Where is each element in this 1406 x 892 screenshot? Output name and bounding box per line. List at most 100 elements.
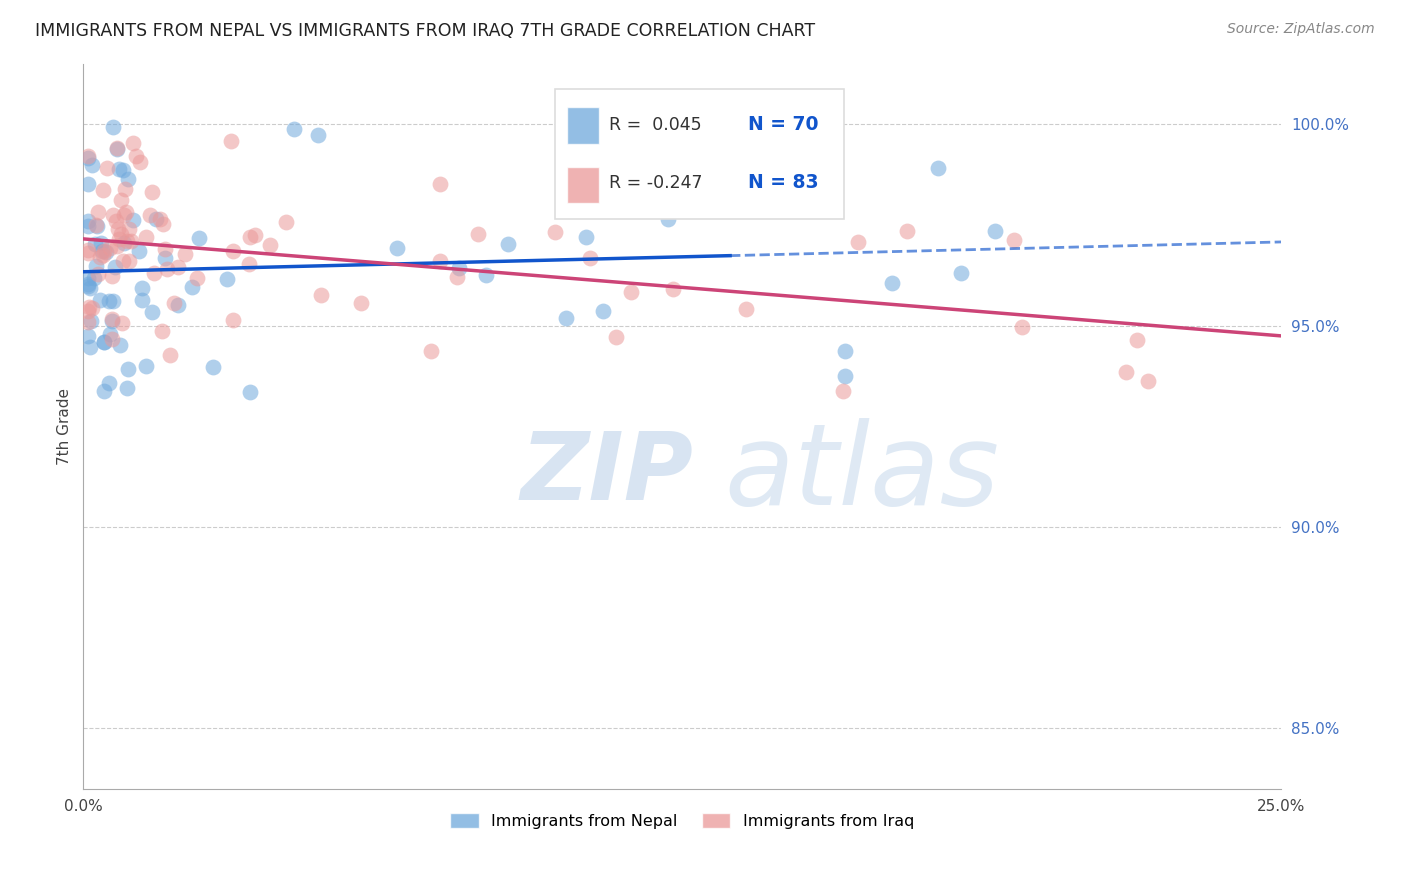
Point [77,213,100,227]
Point [238,257,260,271]
Point [152,217,174,231]
Point [93,248,115,262]
Point [846,235,869,249]
Point [834,343,856,358]
Point [112,208,135,222]
Point [110,193,132,207]
Legend: Immigrants from Nepal, Immigrants from Iraq: Immigrants from Nepal, Immigrants from I… [443,807,921,835]
Point [153,242,176,256]
Point [101,312,124,326]
Point [108,162,131,177]
Point [201,360,224,375]
Point [110,227,132,242]
Text: Source: ZipAtlas.com: Source: ZipAtlas.com [1227,22,1375,37]
Point [101,208,124,222]
Point [420,344,443,359]
Point [832,384,855,398]
Point [120,234,142,248]
Point [834,369,856,384]
Point [77,149,100,163]
Point [187,231,209,245]
Point [180,280,202,294]
Point [554,310,576,325]
Point [115,234,138,248]
Text: atlas: atlas [724,418,1000,529]
Point [77,151,100,165]
Point [131,281,153,295]
Point [93,244,115,258]
Text: R =  0.045: R = 0.045 [609,116,702,134]
Point [80,314,103,328]
Point [112,162,135,177]
Point [77,177,100,191]
Point [128,244,150,259]
Point [77,245,100,260]
Point [139,208,162,222]
Point [96,161,118,176]
Point [239,385,262,400]
Point [86,267,108,281]
Point [80,158,103,172]
Point [135,359,157,373]
Point [79,340,101,354]
Point [107,140,129,154]
Point [1126,333,1149,347]
Point [219,134,242,148]
Point [89,250,111,264]
Point [115,380,138,394]
Point [96,245,118,260]
Text: N = 70: N = 70 [748,115,818,135]
Point [159,348,181,362]
Point [166,260,188,275]
Point [221,244,243,259]
Point [155,251,177,265]
Point [307,128,329,142]
Point [122,213,145,227]
Point [215,272,238,286]
Point [141,305,163,319]
Point [173,246,195,260]
Point [93,335,115,350]
Point [91,183,114,197]
Point [156,262,179,277]
Point [84,218,107,232]
Point [110,316,132,330]
Point [115,204,138,219]
Point [385,241,408,255]
Point [222,312,245,326]
Point [84,259,107,273]
Point [735,302,758,317]
Point [118,221,141,235]
Point [98,327,121,342]
Point [135,230,157,244]
FancyBboxPatch shape [567,107,599,144]
Point [101,293,124,308]
Point [579,251,602,265]
Point [98,294,121,309]
Point [90,244,112,258]
Point [141,185,163,199]
Point [747,170,769,185]
Point [114,182,136,196]
Point [243,227,266,242]
Point [1115,365,1137,379]
Point [163,295,186,310]
Point [984,224,1007,238]
Point [98,376,121,390]
Point [1011,320,1033,334]
Y-axis label: 7th Grade: 7th Grade [58,388,72,465]
Point [100,314,122,328]
Point [274,215,297,229]
Point [350,295,373,310]
Point [83,271,105,285]
Point [592,303,614,318]
Point [429,253,451,268]
Point [605,330,627,344]
Point [77,304,100,318]
Point [467,227,489,241]
Point [259,237,281,252]
Point [145,212,167,227]
Point [108,338,131,352]
Point [101,268,124,283]
Point [82,301,104,315]
